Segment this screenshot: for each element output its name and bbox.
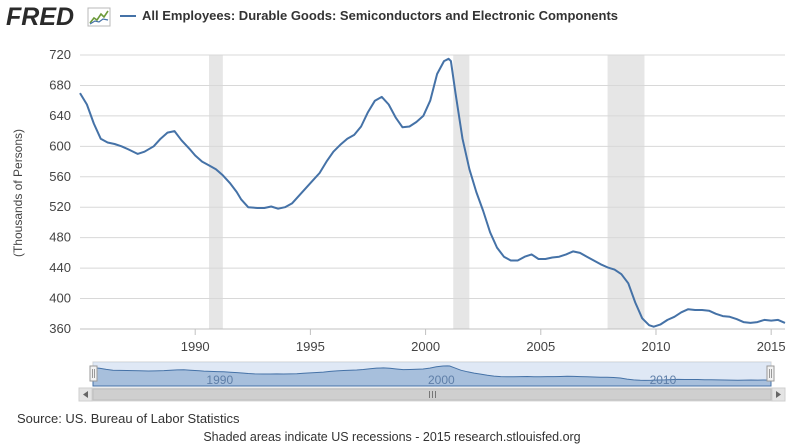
arrow-right-icon[interactable]: [771, 387, 786, 402]
navigator-handle-right[interactable]: [766, 365, 775, 382]
recession-bands: [209, 55, 645, 329]
fred-line-chart-icon: [87, 7, 111, 27]
x-axis: 1990 1995 2000 2005 2010 2015: [181, 329, 786, 354]
plot-area: 360 400 440 480 520 560 600 640 680 720 1990 1995 2…: [11, 47, 786, 354]
scroll-grip-icon: [429, 391, 436, 398]
x-tick-label: 2005: [526, 339, 555, 354]
navigator-label: 1990: [206, 373, 233, 387]
x-tick-label: 1990: [181, 339, 210, 354]
legend-item[interactable]: All Employees: Durable Goods: Semiconduc…: [120, 8, 618, 23]
x-tick-label: 2015: [757, 339, 786, 354]
navigator-label: 2010: [650, 373, 677, 387]
navigator-handle-left[interactable]: [89, 365, 98, 382]
gridlines: [80, 54, 785, 330]
y-tick-label: 640: [49, 108, 71, 123]
arrow-left-icon[interactable]: [78, 387, 93, 402]
scrollbar[interactable]: [78, 387, 786, 402]
series-line[interactable]: [79, 57, 786, 328]
y-tick-label: 680: [49, 77, 71, 92]
navigator-labels: 1990 2000 2010: [206, 373, 676, 387]
recession-note: Shaded areas indicate US recessions - 20…: [203, 430, 580, 444]
navigator[interactable]: 1990 2000 2010: [89, 361, 775, 387]
fred-logo[interactable]: FRED: [6, 3, 74, 31]
y-axis-label: (Thousands of Persons): [11, 129, 25, 257]
y-axis: 360 400 440 480 520 560 600 640 680 720: [49, 47, 71, 336]
y-tick-label: 520: [49, 199, 71, 214]
x-tick-label: 2000: [411, 339, 440, 354]
recession-band: [209, 55, 223, 329]
legend-label: All Employees: Durable Goods: Semiconduc…: [142, 8, 618, 23]
navigator-label: 2000: [428, 373, 455, 387]
y-tick-label: 720: [49, 47, 71, 62]
y-tick-label: 560: [49, 169, 71, 184]
y-tick-label: 480: [49, 230, 71, 245]
y-tick-label: 400: [49, 291, 71, 306]
header: FRED All Employees: Durable Goods: Semic…: [6, 3, 618, 31]
source-credit: Source: US. Bureau of Labor Statistics: [17, 411, 240, 426]
recession-band: [607, 55, 645, 329]
y-tick-label: 360: [49, 321, 71, 336]
x-tick-label: 2010: [642, 339, 671, 354]
y-tick-label: 440: [49, 260, 71, 275]
navigator-series-area: [92, 365, 772, 387]
recession-band: [453, 55, 470, 329]
y-tick-label: 600: [49, 138, 71, 153]
x-tick-label: 1995: [296, 339, 325, 354]
